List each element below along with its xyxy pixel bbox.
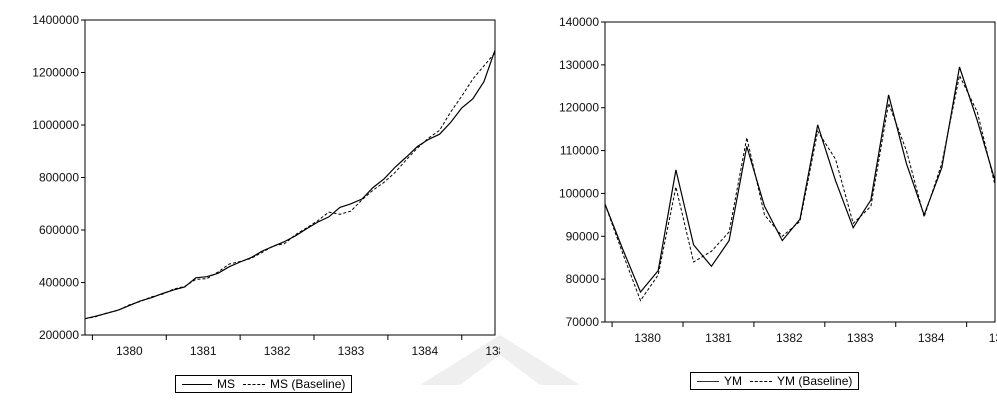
plot-frame bbox=[84, 19, 496, 336]
x-tick-label: 1384 bbox=[918, 331, 945, 345]
y-tick-label: 120000 bbox=[559, 101, 599, 115]
y-tick-label: 400000 bbox=[39, 276, 79, 290]
series-line-ym-baseline bbox=[604, 74, 996, 302]
dashed-line-swatch bbox=[243, 383, 265, 385]
x-tick-label: 1383 bbox=[847, 331, 874, 345]
dashed-line-swatch bbox=[750, 380, 772, 382]
x-tick-label: 1385 bbox=[989, 331, 997, 345]
legend-item-ym-baseline: YM (Baseline) bbox=[750, 374, 852, 388]
y-tick-label: 600000 bbox=[39, 223, 79, 237]
x-tick-label: 1384 bbox=[411, 344, 438, 358]
y-tick-label: 70000 bbox=[566, 315, 600, 329]
ym-legend: YM YM (Baseline) bbox=[690, 372, 860, 390]
y-tick-label: 110000 bbox=[560, 144, 599, 158]
plot-frame bbox=[604, 21, 996, 323]
x-tick-label: 1382 bbox=[776, 331, 803, 345]
x-tick-label: 1385 bbox=[485, 344, 500, 358]
legend-item-ms: MS bbox=[182, 377, 235, 391]
x-tick-label: 1380 bbox=[634, 331, 661, 345]
x-tick-label: 1380 bbox=[116, 344, 143, 358]
legend-item-ym: YM bbox=[697, 374, 742, 388]
y-tick-label: 100000 bbox=[559, 186, 599, 200]
series-line-ms-baseline bbox=[84, 52, 496, 320]
series-line-ms bbox=[84, 50, 496, 320]
x-tick-label: 1383 bbox=[338, 344, 365, 358]
legend-label-ym-baseline: YM (Baseline) bbox=[777, 374, 853, 388]
ym-chart: 70000 80000 90000 100000 110000 120000 130000 1… bbox=[559, 15, 997, 345]
background-watermark bbox=[420, 335, 580, 385]
y-tick-label: 800000 bbox=[39, 171, 79, 185]
solid-line-swatch bbox=[697, 380, 719, 382]
y-tick-label: 140000 bbox=[559, 15, 599, 29]
y-tick-label: 200000 bbox=[39, 328, 79, 342]
y-tick-label: 1400000 bbox=[32, 13, 79, 27]
x-tick-label: 1381 bbox=[190, 344, 217, 358]
series-line-ym bbox=[604, 66, 996, 294]
legend-label-ms-baseline: MS (Baseline) bbox=[270, 377, 346, 391]
y-tick-label: 1200000 bbox=[32, 66, 79, 80]
y-tick-label: 1000000 bbox=[32, 118, 79, 132]
legend-item-ms-baseline: MS (Baseline) bbox=[243, 377, 345, 391]
y-tick-label: 130000 bbox=[559, 58, 599, 72]
ms-legend: MS MS (Baseline) bbox=[175, 375, 353, 393]
y-tick-label: 80000 bbox=[566, 272, 600, 286]
legend-label-ms: MS bbox=[217, 377, 235, 391]
y-tick-label: 90000 bbox=[566, 229, 600, 243]
ms-chart: 200000 400000 600000 800000 1000000 1200000 14… bbox=[32, 13, 500, 358]
x-tick-label: 1381 bbox=[705, 331, 732, 345]
x-tick-label: 1382 bbox=[264, 344, 291, 358]
legend-label-ym: YM bbox=[724, 374, 742, 388]
solid-line-swatch bbox=[182, 383, 212, 385]
